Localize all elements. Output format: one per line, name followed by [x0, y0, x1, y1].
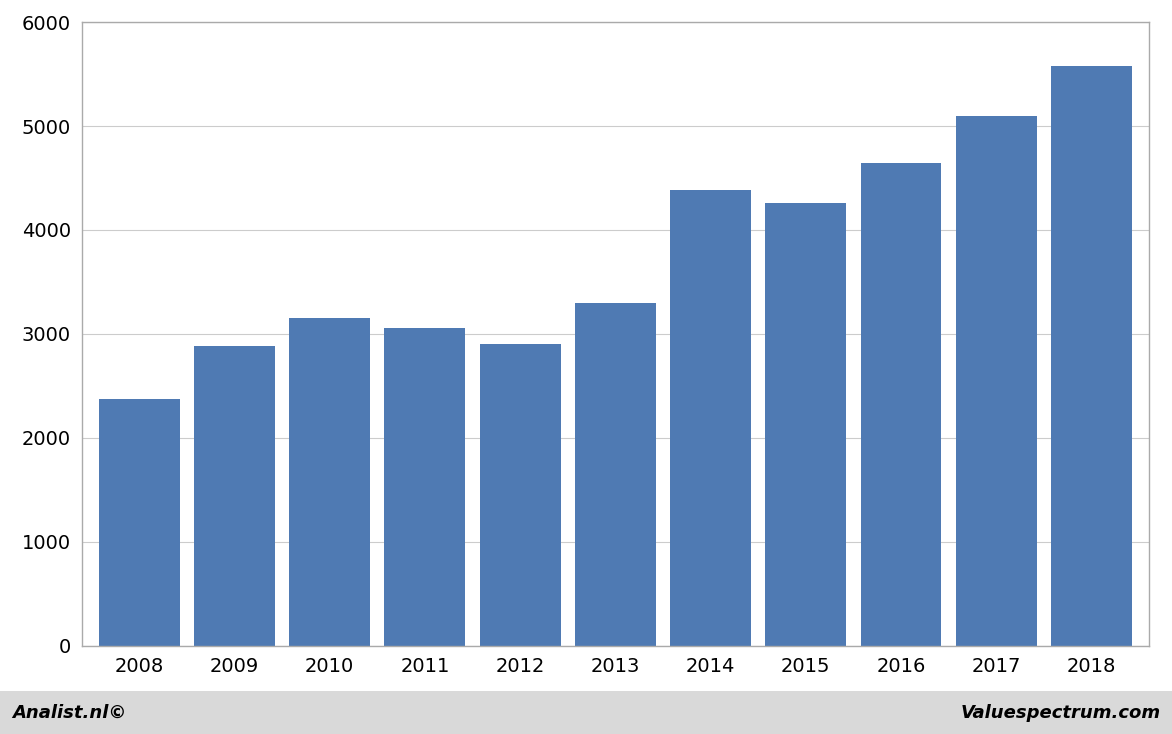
Bar: [955, 116, 1037, 646]
Bar: [765, 203, 846, 646]
Bar: [1051, 66, 1132, 646]
Bar: [670, 190, 751, 646]
Bar: [574, 303, 656, 646]
Bar: [384, 328, 465, 646]
Text: Analist.nl©: Analist.nl©: [12, 704, 127, 722]
Bar: [479, 344, 560, 646]
Bar: [860, 164, 941, 646]
Bar: [193, 346, 275, 646]
Bar: [98, 399, 179, 646]
Bar: [289, 319, 370, 646]
Text: Valuespectrum.com: Valuespectrum.com: [960, 704, 1160, 722]
